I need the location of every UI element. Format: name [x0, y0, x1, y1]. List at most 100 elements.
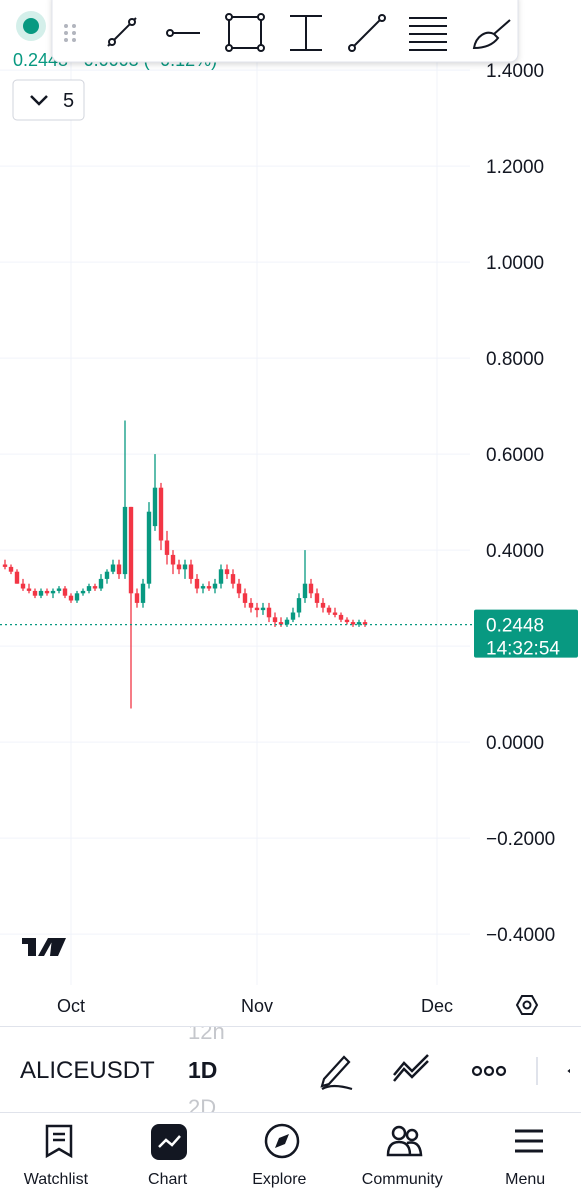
- countdown: 14:32:54: [486, 639, 560, 660]
- candle-body: [302, 583, 308, 599]
- symbol-actions: [320, 1054, 570, 1091]
- candle-body: [338, 614, 344, 620]
- indicators-button[interactable]: 5: [12, 79, 85, 121]
- candle-body: [116, 564, 122, 575]
- y-tick-label: −0.4000: [486, 925, 555, 946]
- candle-body: [38, 590, 44, 596]
- symbol-bar: ALICEUSDT 12h 1D 2D: [0, 1026, 581, 1113]
- candle-body: [344, 619, 350, 623]
- candle-body: [146, 511, 152, 584]
- candle-body: [362, 622, 368, 625]
- candle-body: [86, 586, 92, 591]
- price-label-box: [474, 609, 578, 658]
- candle-body: [206, 586, 212, 589]
- candle-body: [272, 617, 278, 623]
- candle-body: [266, 607, 272, 618]
- candle-body: [128, 506, 134, 594]
- compare-icon[interactable]: [393, 1054, 429, 1082]
- candle-body: [218, 569, 224, 584]
- candle-body: [14, 571, 20, 584]
- timeframe[interactable]: 12h: [188, 1026, 225, 1044]
- nav-label: Menu: [505, 1171, 546, 1188]
- logo: [22, 938, 66, 956]
- candle-body: [284, 619, 290, 625]
- y-tick-label: −0.2000: [486, 829, 555, 850]
- candle-body: [194, 578, 200, 589]
- candle-body: [104, 571, 110, 579]
- draw-icon[interactable]: [320, 1055, 353, 1091]
- timeframe[interactable]: 2D: [188, 1095, 217, 1113]
- candle-body: [248, 602, 254, 608]
- candle-body: [2, 564, 8, 567]
- candle-body: [296, 598, 302, 613]
- y-tick-label: 0.6000: [486, 445, 544, 466]
- candle-body: [74, 593, 80, 601]
- candle-body: [80, 590, 86, 594]
- settings-icon[interactable]: [515, 995, 539, 1015]
- candle-body: [152, 487, 158, 527]
- y-tick-label: 1.4000: [486, 61, 544, 82]
- candle-body: [314, 593, 320, 603]
- candle-body: [356, 622, 362, 625]
- nav-label: Explore: [252, 1171, 307, 1188]
- candle-body: [140, 583, 146, 603]
- candle-body: [62, 588, 68, 596]
- candle-body: [56, 588, 62, 591]
- nav-label: Watchlist: [23, 1171, 89, 1188]
- candle-body: [212, 583, 218, 589]
- candle-body: [44, 590, 50, 594]
- candle-body: [308, 583, 314, 594]
- candle-body: [242, 593, 248, 603]
- candle-body: [350, 622, 356, 625]
- nav-item[interactable]: Explore: [223, 1113, 335, 1200]
- candle-body: [170, 554, 176, 565]
- candle-body: [278, 622, 284, 625]
- candle-body: [32, 590, 38, 596]
- candle-body: [158, 487, 164, 541]
- candle-body: [176, 564, 182, 570]
- candle-body: [230, 574, 236, 584]
- nav-item[interactable]: Community: [335, 1113, 469, 1200]
- price-label: 0.2448: [486, 616, 544, 637]
- y-tick-label: 0.8000: [486, 349, 544, 370]
- candle-body: [326, 607, 332, 613]
- more-icon[interactable]: [471, 1065, 507, 1077]
- candle-body: [188, 564, 194, 579]
- candle-body: [290, 612, 296, 620]
- chart: 0.2448 −0.0003 (−0.12%) −0.4000−0.20000.…: [0, 0, 578, 1016]
- y-tick-label: 1.0000: [486, 253, 544, 274]
- candle-body: [110, 564, 116, 572]
- candle-body: [224, 569, 230, 575]
- y-tick-label: 1.2000: [486, 157, 544, 178]
- nav-label: Community: [361, 1171, 443, 1188]
- y-tick-label: 0.4000: [486, 541, 544, 562]
- nav-item[interactable]: Menu: [469, 1113, 581, 1200]
- candle-body: [20, 583, 26, 589]
- candle-body: [26, 588, 32, 591]
- candle-body: [98, 578, 104, 589]
- indicator-count: 5: [63, 90, 74, 112]
- candle-body: [134, 593, 140, 603]
- y-tick-label: 0.0000: [486, 733, 544, 754]
- candle-body: [68, 595, 74, 601]
- candle-body: [254, 607, 260, 611]
- toolbar: [51, 0, 519, 63]
- candle-body: [182, 564, 188, 570]
- candle-body: [236, 583, 242, 594]
- candle-body: [164, 540, 170, 555]
- timeframe[interactable]: 1D: [188, 1057, 218, 1083]
- candle-body: [50, 590, 56, 594]
- nav-item[interactable]: Chart: [112, 1113, 224, 1200]
- x-tick-label: Dec: [421, 996, 453, 1016]
- status-dot: [23, 18, 39, 34]
- x-tick-label: Oct: [57, 996, 85, 1016]
- candle-body: [200, 586, 206, 589]
- x-tick-label: Nov: [241, 996, 273, 1016]
- bottom-nav: Watchlist Chart Explore Community Menu: [0, 1112, 581, 1200]
- candle-body: [92, 586, 98, 589]
- candle-body: [320, 602, 326, 608]
- symbol[interactable]: ALICEUSDT: [20, 1057, 155, 1084]
- nav-item[interactable]: Watchlist: [0, 1113, 112, 1200]
- candle-body: [332, 612, 338, 615]
